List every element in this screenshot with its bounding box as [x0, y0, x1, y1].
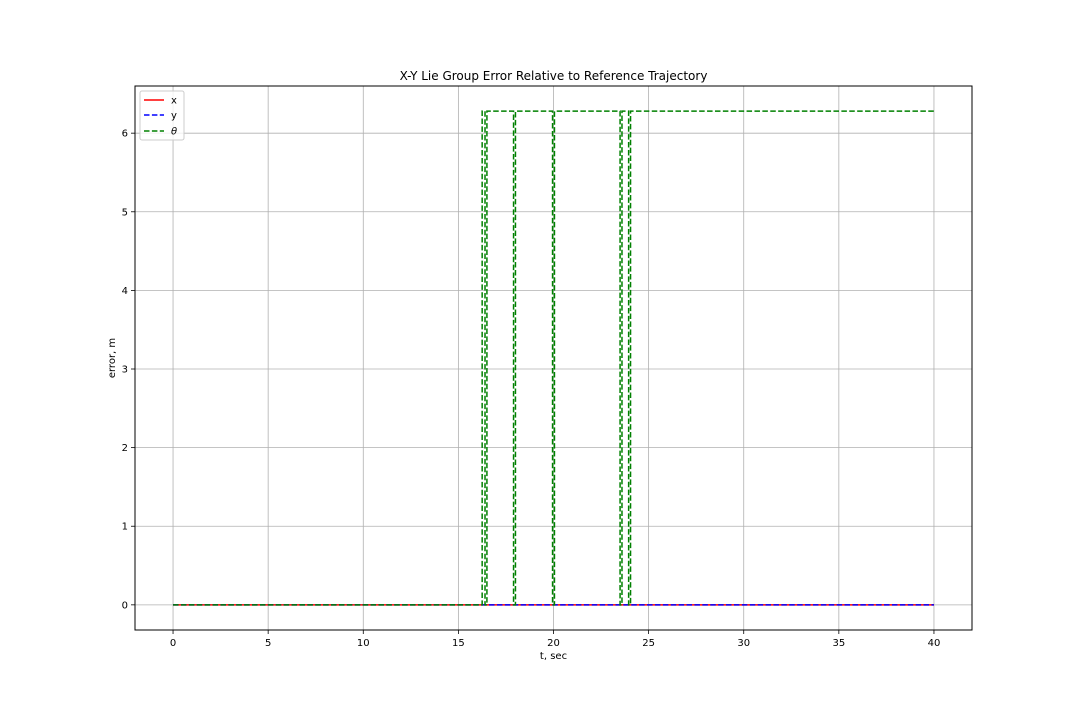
x-tick-label: 25	[642, 638, 655, 649]
x-tick-label: 0	[170, 638, 176, 649]
legend-label-theta: θ	[171, 127, 177, 138]
y-tick-label: 0	[122, 600, 128, 611]
y-tick-label: 4	[122, 286, 128, 297]
y-tick-label: 2	[122, 443, 128, 454]
x-tick-label: 20	[547, 638, 560, 649]
y-tick-label: 3	[122, 365, 128, 376]
y-tick-label: 5	[122, 207, 128, 218]
y-tick-label: 6	[122, 129, 128, 140]
y-tick-label: 1	[122, 522, 128, 533]
legend: x y θ	[139, 90, 185, 141]
x-axis-label: t, sec	[540, 651, 567, 662]
legend-label-x: x	[171, 96, 177, 107]
x-tick-label: 15	[452, 638, 465, 649]
y-axis-label: error, m	[107, 338, 118, 378]
x-tick-label: 35	[832, 638, 845, 649]
x-tick-label: 5	[265, 638, 271, 649]
grid-lines	[135, 86, 972, 630]
series-lines	[173, 110, 934, 606]
legend-label-y: y	[171, 111, 177, 122]
chart-title: X-Y Lie Group Error Relative to Referenc…	[400, 69, 708, 83]
axis-ticks: 0 5 10 15 20 25 30 35 40 0 1 2 3 4 5 6	[122, 129, 941, 649]
x-tick-label: 30	[737, 638, 750, 649]
series-theta-line	[173, 110, 934, 606]
x-tick-label: 10	[357, 638, 370, 649]
x-tick-label: 40	[928, 638, 941, 649]
